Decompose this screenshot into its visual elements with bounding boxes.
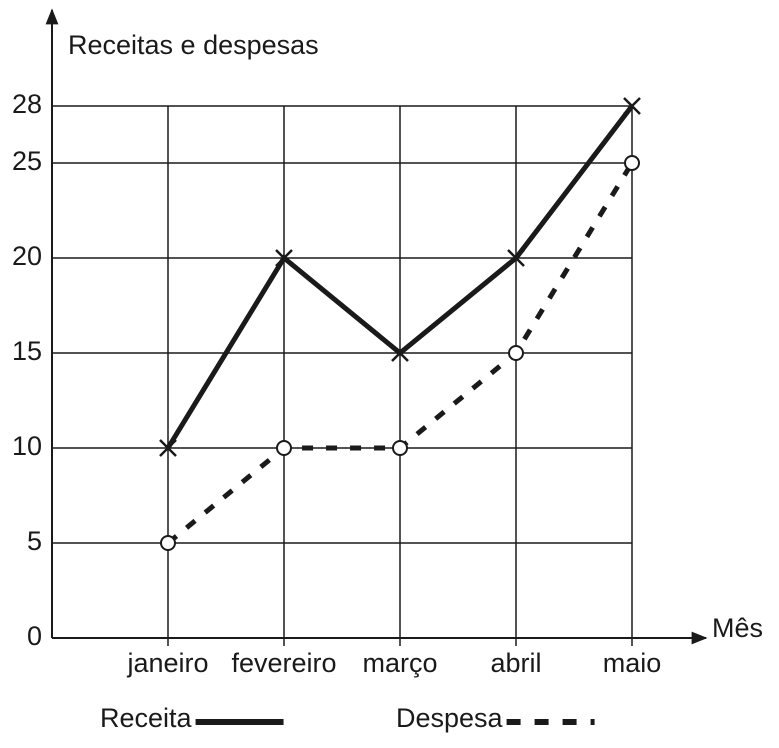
point-marker <box>276 440 292 456</box>
point-marker <box>624 155 640 171</box>
point-marker <box>392 440 408 456</box>
x-axis-label: Mês <box>712 613 763 643</box>
point-marker <box>391 344 409 362</box>
legend-label: Despesa <box>396 703 504 733</box>
x-tick-label: abril <box>490 648 541 678</box>
y-tick-label: 25 <box>12 146 42 176</box>
point-marker <box>160 535 176 551</box>
point-marker <box>159 439 177 457</box>
y-tick-label: 10 <box>12 431 42 461</box>
x-tick-label: fevereiro <box>231 648 336 678</box>
y-tick-label: 20 <box>12 241 42 271</box>
point-marker <box>508 345 524 361</box>
x-tick-label: março <box>362 648 437 678</box>
y-tick-label: 5 <box>27 526 42 556</box>
y-tick-label: 28 <box>12 89 42 119</box>
y-tick-label: 15 <box>12 336 42 366</box>
x-tick-label: maio <box>603 648 662 678</box>
y-tick-label: 0 <box>27 621 42 651</box>
legend-label: Receita <box>100 703 193 733</box>
grid <box>52 105 633 646</box>
y-axis-label: Receitas e despesas <box>68 30 319 60</box>
point-marker <box>623 97 641 115</box>
x-tick-label: janeiro <box>126 648 208 678</box>
point-marker <box>507 249 525 267</box>
point-marker <box>275 249 293 267</box>
